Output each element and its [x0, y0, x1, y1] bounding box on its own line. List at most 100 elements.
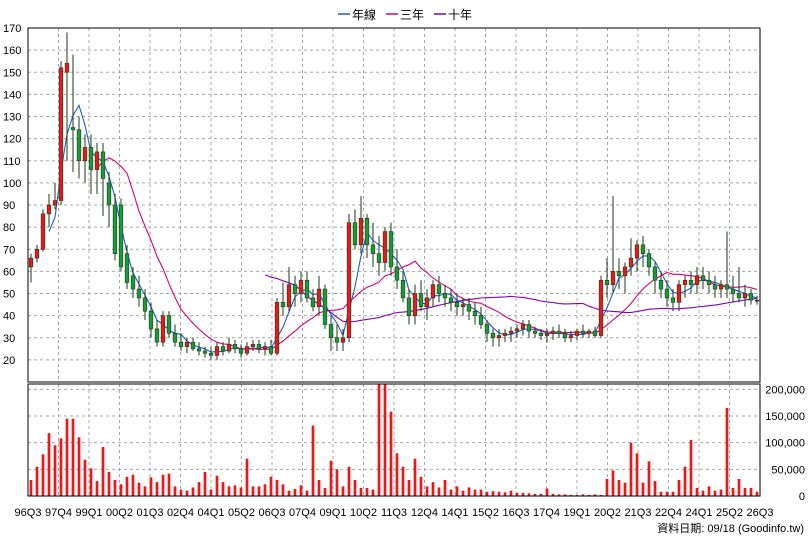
- volume-bar: [323, 488, 327, 496]
- volume-bar: [341, 486, 345, 496]
- grid-lines: [28, 27, 760, 496]
- candle-up: [250, 344, 256, 347]
- volume-bar: [257, 486, 261, 496]
- price-tick-label: 90: [3, 200, 15, 212]
- volume-bar: [629, 442, 633, 496]
- candle-down: [310, 297, 316, 308]
- volume-bar: [713, 490, 717, 496]
- volume-bar: [557, 494, 561, 496]
- candle-down: [436, 284, 442, 294]
- volume-bar: [359, 488, 363, 496]
- candle-up: [502, 333, 508, 336]
- volume-bar: [245, 458, 249, 496]
- volume-bar: [107, 472, 111, 496]
- candle-down: [370, 244, 376, 254]
- x-tick-label: 24Q1: [686, 507, 713, 519]
- candle-up: [742, 293, 748, 299]
- candle-up: [550, 330, 556, 334]
- candle-down: [652, 266, 658, 281]
- volume-bar: [725, 408, 729, 496]
- volume-bar: [413, 458, 417, 496]
- x-tick-label: 01Q3: [137, 507, 164, 519]
- volume-bar: [419, 476, 423, 496]
- candle-down: [118, 204, 124, 268]
- candle-down: [322, 288, 328, 325]
- volume-tick-label: 150,000: [765, 411, 805, 423]
- volume-bars: [29, 384, 759, 496]
- volume-bar: [659, 491, 663, 496]
- volume-bar: [461, 490, 465, 496]
- candle-down: [100, 151, 106, 179]
- candle-up: [40, 213, 46, 250]
- volume-bar: [617, 480, 621, 496]
- candle-up: [676, 284, 682, 303]
- volume-bar: [131, 474, 135, 496]
- volume-bar: [143, 486, 147, 496]
- price-tick-label: 150: [3, 67, 21, 79]
- volume-bar: [551, 493, 555, 496]
- volume-bar: [197, 482, 201, 496]
- volume-bar: [47, 433, 51, 496]
- legend: 年線 三年 十年: [338, 7, 472, 22]
- volume-bar: [125, 476, 129, 496]
- volume-bar: [695, 488, 699, 496]
- candle-down: [334, 337, 340, 343]
- volume-bar: [689, 440, 693, 496]
- candle-up: [568, 335, 574, 339]
- volume-bar: [425, 486, 429, 496]
- volume-bar: [233, 485, 237, 496]
- x-tick-label: 21Q3: [625, 507, 652, 519]
- volume-bar: [161, 474, 165, 496]
- candle-down: [556, 330, 562, 334]
- candle-down: [178, 341, 184, 347]
- volume-bar: [371, 489, 375, 496]
- candle-down: [640, 244, 646, 254]
- data-date-footer: 資料日期: 09/18 (Goodinfo.tw): [657, 521, 804, 535]
- candle-down: [142, 297, 148, 312]
- price-tick-label: 20: [3, 355, 15, 367]
- x-tick-label: 99Q1: [76, 507, 103, 519]
- x-tick-label: 12Q4: [411, 507, 438, 519]
- candle-down: [418, 293, 424, 308]
- volume-bar: [677, 480, 681, 496]
- candle-down: [646, 253, 652, 268]
- x-tick-label: 14Q1: [442, 507, 469, 519]
- x-tick-label: 26Q3: [747, 507, 774, 519]
- candle-down: [76, 129, 82, 162]
- candle-up: [34, 248, 40, 259]
- candle-down: [136, 288, 142, 299]
- volume-bar: [593, 494, 597, 496]
- volume-bar: [227, 486, 231, 496]
- candle-up: [496, 335, 502, 339]
- candle-up: [274, 302, 280, 354]
- candle-down: [352, 222, 358, 246]
- candle-down: [526, 324, 532, 332]
- volume-bar: [29, 480, 33, 496]
- candle-down: [202, 350, 208, 354]
- volume-bar: [515, 492, 519, 496]
- volume-bar: [533, 493, 537, 496]
- candle-down: [232, 344, 238, 350]
- volume-bar: [581, 494, 585, 496]
- volume-bar: [167, 473, 171, 496]
- volume-bar: [395, 453, 399, 496]
- volume-bar: [263, 484, 267, 496]
- candle-down: [454, 302, 460, 308]
- x-tick-label: 17Q4: [533, 507, 560, 519]
- candle-up: [598, 279, 604, 336]
- volume-bar: [431, 482, 435, 496]
- candle-down: [448, 297, 454, 303]
- volume-tick-label: 50,000: [771, 464, 805, 476]
- volume-bar: [41, 454, 45, 496]
- price-tick-label: 40: [3, 311, 15, 323]
- volume-bar: [329, 460, 333, 496]
- candle-down: [538, 333, 544, 336]
- candle-down: [130, 275, 136, 290]
- candle-down: [112, 204, 118, 254]
- volume-bar: [611, 470, 615, 496]
- candle-down: [478, 315, 484, 325]
- volume-bar: [701, 490, 705, 496]
- candle-up: [754, 299, 760, 302]
- candle-up: [298, 279, 304, 294]
